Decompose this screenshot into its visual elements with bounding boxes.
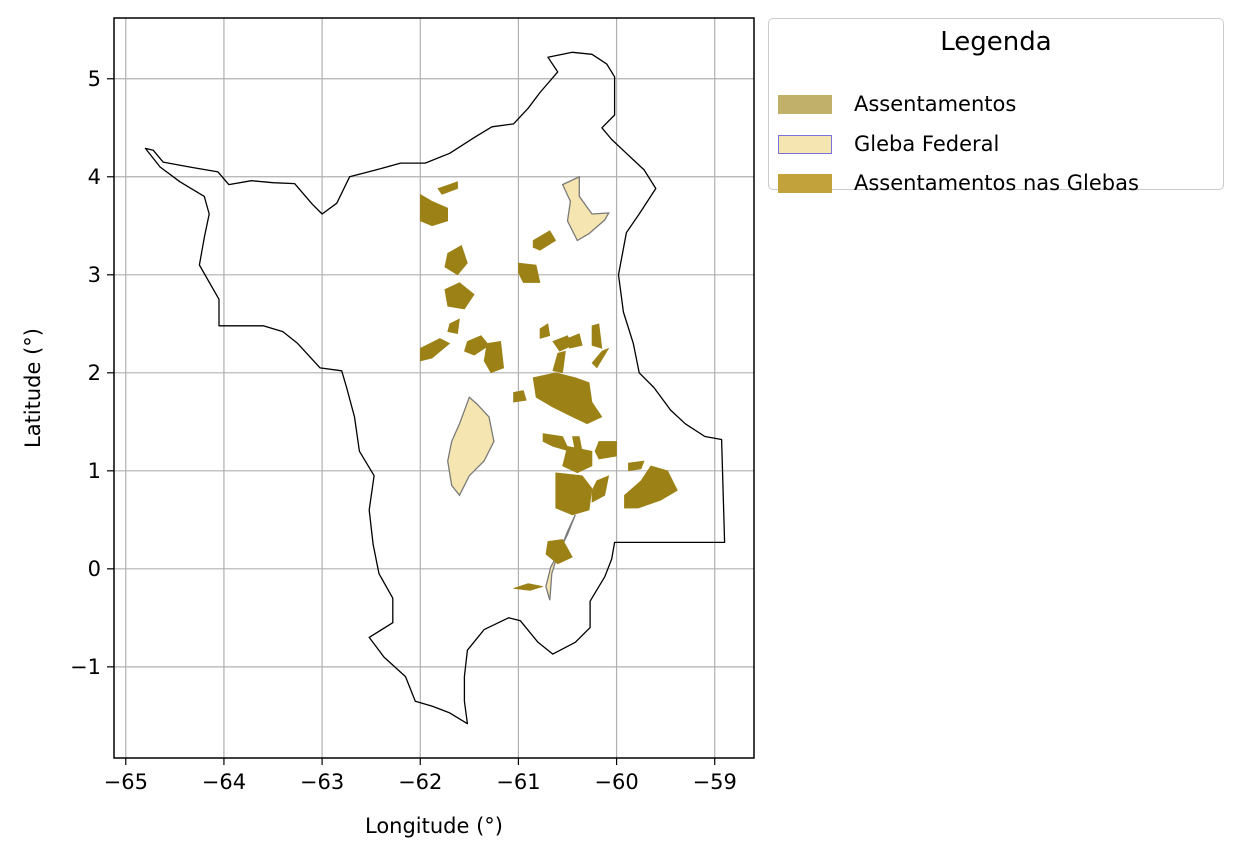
- axis-ticks: −65 −64 −63 −62 −61 −60 −59 −1 0 1 2 3 4 5: [70, 67, 737, 794]
- grid-lines: [114, 18, 754, 758]
- legend-swatch-gleba-federal: [778, 134, 832, 154]
- settlement-in-gleba-polygon: [447, 318, 460, 334]
- legend-label-assentamentos-nas-glebas: Assentamentos nas Glebas: [854, 171, 1139, 195]
- plot-frame: [113, 17, 755, 759]
- x-tick-label: −62: [398, 770, 442, 794]
- x-tick-label: −60: [594, 770, 638, 794]
- settlement-in-gleba-polygon: [419, 338, 451, 362]
- settlement-in-gleba-polygon: [591, 347, 610, 369]
- settlement-in-gleba-polygon: [628, 460, 645, 472]
- legend-swatch-assentamentos-nas-glebas: [778, 173, 832, 193]
- y-tick-label: 1: [88, 459, 101, 483]
- settlement-in-gleba-polygon: [513, 390, 527, 403]
- x-tick-label: −61: [496, 770, 540, 794]
- settlement-in-gleba-polygon: [552, 350, 566, 374]
- settlement-in-gleba-polygon: [518, 262, 541, 283]
- settlement-in-gleba-polygon: [567, 333, 583, 349]
- legend-item-gleba-federal: Gleba Federal: [778, 131, 999, 157]
- y-tick-label: 0: [88, 557, 101, 581]
- settlement-in-gleba-polygon: [532, 230, 557, 251]
- y-tick-label: 2: [88, 361, 101, 385]
- legend-label-assentamentos: Assentamentos: [854, 92, 1017, 116]
- settlement-in-gleba-polygon: [483, 341, 505, 374]
- settlement-in-gleba-polygon: [437, 181, 458, 195]
- x-tick-label: −64: [202, 770, 246, 794]
- y-axis-label: Latitude (°): [21, 328, 45, 448]
- settlement-in-gleba-polygon: [513, 583, 544, 591]
- settlement-in-gleba-polygon: [464, 335, 490, 356]
- settlement-in-gleba-polygon: [539, 323, 551, 339]
- y-tick-label: 4: [88, 165, 101, 189]
- x-tick-label: −65: [104, 770, 148, 794]
- settlement-in-gleba-polygon: [624, 465, 678, 509]
- settlement-in-gleba-polygon: [444, 282, 475, 310]
- settlement-in-gleba-polygon: [591, 475, 610, 503]
- gleba-polygons: [447, 175, 610, 601]
- legend-swatch-assentamentos: [778, 94, 832, 114]
- settlement-in-gleba-polygon: [562, 445, 593, 474]
- gleba-federal-polygon: [447, 396, 495, 497]
- legend-box: Legenda Assentamentos Gleba Federal Asse…: [768, 18, 1224, 195]
- legend-title: Legenda: [940, 27, 1052, 57]
- x-tick-label: −63: [300, 770, 344, 794]
- legend-label-gleba-federal: Gleba Federal: [854, 132, 1000, 156]
- settlement-in-gleba-polygon: [532, 372, 603, 425]
- settlement-in-gleba-polygon: [419, 193, 449, 227]
- settlement-in-gleba-polygon: [555, 472, 593, 516]
- x-tick-label: −59: [693, 770, 737, 794]
- settlement-in-gleba-polygon: [591, 323, 603, 349]
- state-boundary: [144, 51, 726, 725]
- y-tick-label: 5: [88, 67, 101, 91]
- x-axis-label: Longitude (°): [365, 814, 503, 838]
- state-boundary-outline: [144, 51, 726, 725]
- settlement-in-gleba-polygon: [444, 244, 468, 276]
- y-tick-label: −1: [70, 655, 101, 679]
- settlement-in-gleba-polygon: [594, 441, 617, 460]
- y-tick-label: 3: [88, 263, 101, 287]
- settlement-polygons: [419, 181, 678, 591]
- legend-item-assentamentos-nas-glebas: Assentamentos nas Glebas: [778, 170, 1139, 196]
- settlement-in-gleba-polygon: [542, 433, 571, 452]
- gleba-federal-polygon: [561, 175, 610, 242]
- settlement-in-gleba-polygon: [545, 539, 573, 565]
- legend-item-assentamentos: Assentamentos: [778, 91, 1016, 117]
